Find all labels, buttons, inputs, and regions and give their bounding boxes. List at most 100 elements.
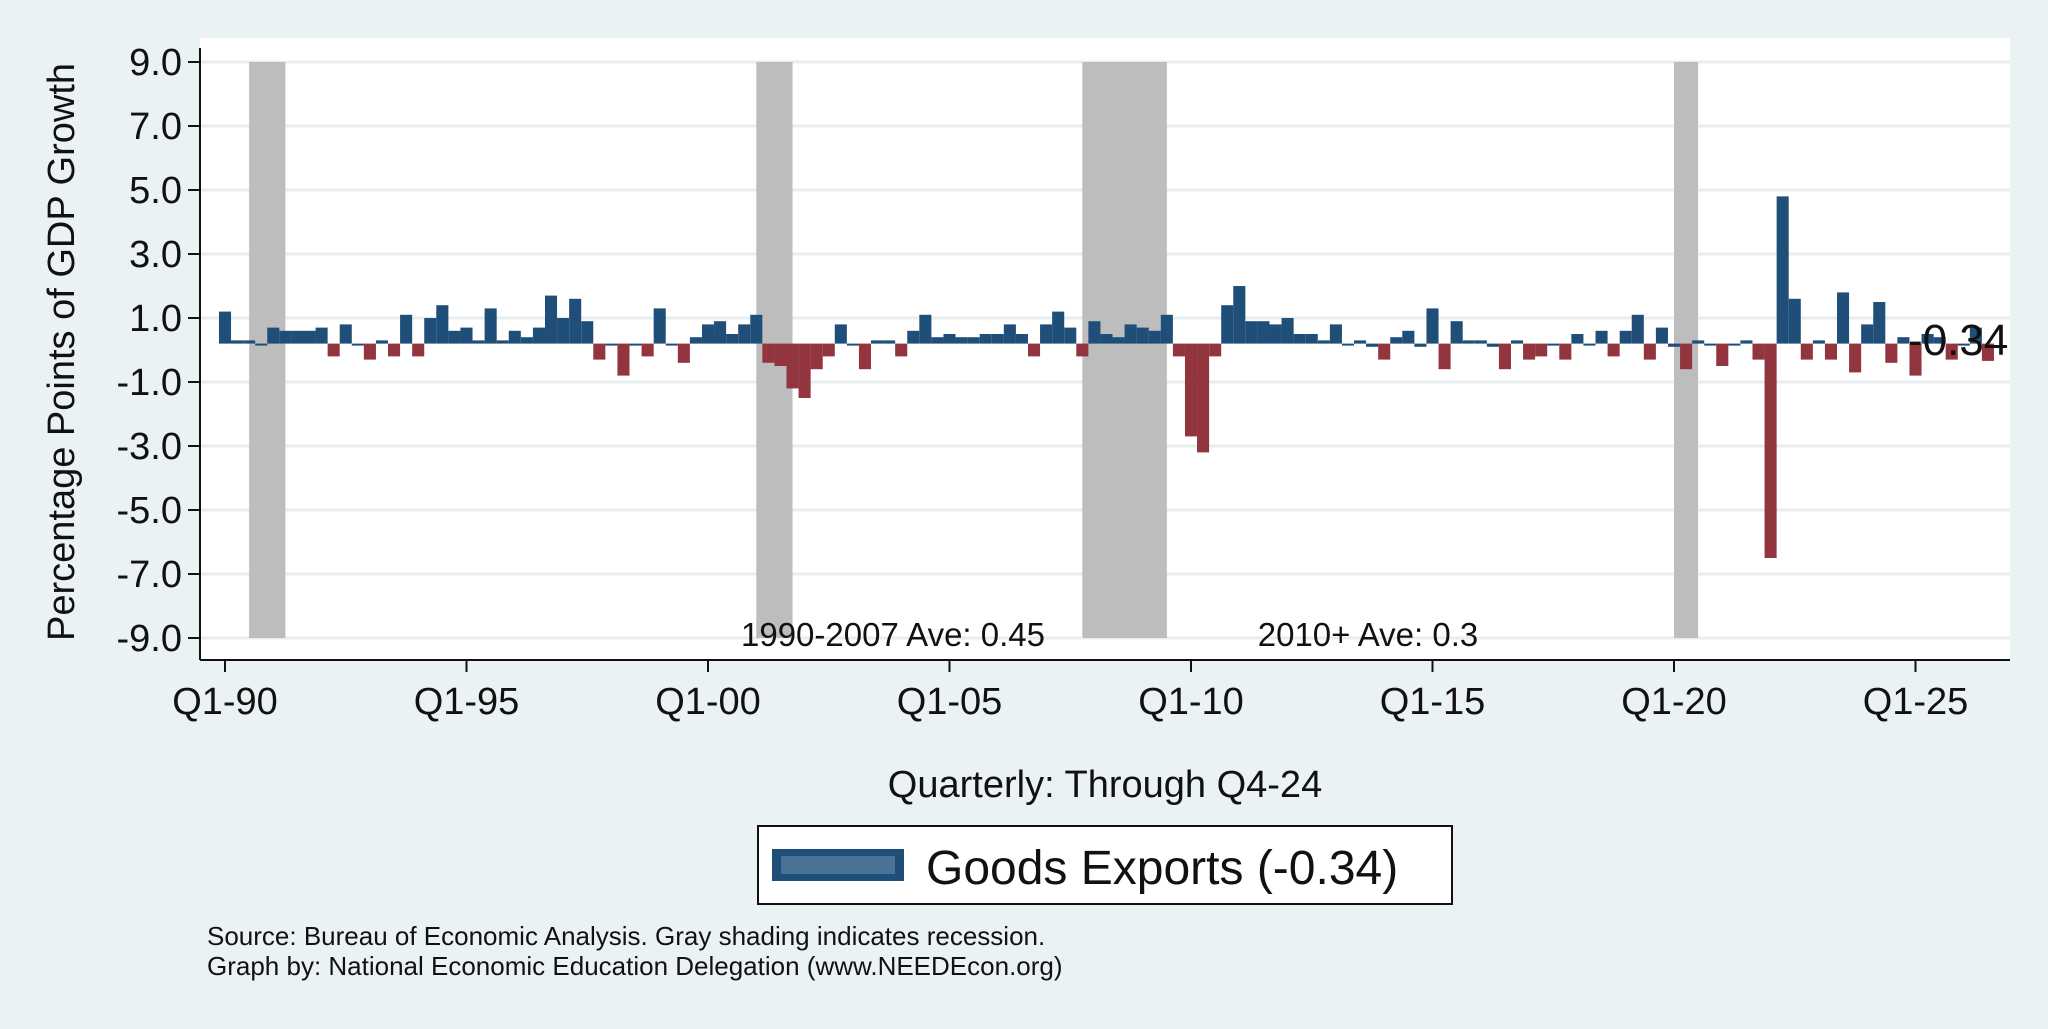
- bar: [1390, 337, 1403, 344]
- bar: [231, 340, 244, 344]
- bar: [1607, 343, 1620, 357]
- bar: [726, 334, 739, 344]
- bar: [1716, 343, 1729, 366]
- bar: [1124, 324, 1137, 344]
- annotation-ave-1990-2007: 1990-2007 Ave: 0.45: [741, 616, 1045, 653]
- bar: [677, 343, 690, 363]
- y-tick-label: 9.0: [129, 42, 182, 84]
- bar: [1571, 334, 1584, 344]
- bar: [1849, 343, 1862, 373]
- y-tick-label: 5.0: [129, 170, 182, 212]
- x-tick-label: Q1-20: [1621, 681, 1727, 723]
- legend-label: Goods Exports (-0.34): [926, 842, 1398, 895]
- y-tick-label: 3.0: [129, 234, 182, 276]
- bar: [1305, 334, 1318, 344]
- bar: [315, 327, 328, 344]
- bar: [218, 311, 232, 344]
- bar: [1402, 330, 1415, 344]
- bar: [883, 340, 896, 344]
- bar: [508, 330, 521, 344]
- recession-band: [1082, 62, 1167, 638]
- bar: [1704, 343, 1717, 346]
- bar: [1873, 302, 1886, 344]
- bar: [665, 343, 678, 346]
- bar: [617, 343, 630, 376]
- bar: [1245, 321, 1258, 344]
- y-tick-label: -7.0: [117, 554, 182, 596]
- bar: [520, 337, 533, 344]
- bar: [1148, 330, 1161, 344]
- bar: [1909, 343, 1922, 376]
- bar: [1172, 343, 1185, 357]
- bar: [1498, 343, 1511, 370]
- bar: [605, 343, 618, 346]
- bar: [834, 324, 847, 344]
- bar: [363, 343, 376, 360]
- bar: [1088, 321, 1101, 344]
- bar: [798, 343, 811, 398]
- bar: [1438, 343, 1451, 370]
- bar: [1076, 343, 1089, 357]
- bar: [750, 314, 763, 344]
- bar: [1752, 343, 1765, 360]
- bar: [1414, 343, 1427, 347]
- y-tick-label: -3.0: [117, 426, 182, 468]
- source-note: Source: Bureau of Economic Analysis. Gra…: [207, 921, 1045, 951]
- x-axis-ticks: Q1-90 Q1-95 Q1-00 Q1-05 Q1-10 Q1-15 Q1-20 Q1-25: [172, 660, 1968, 723]
- bar: [1197, 343, 1210, 453]
- bar: [641, 343, 654, 357]
- bar: [291, 330, 304, 344]
- bar: [569, 298, 582, 344]
- bar: [1885, 343, 1898, 363]
- x-tick-label: Q1-15: [1380, 681, 1486, 723]
- bar: [822, 343, 835, 357]
- bar: [1040, 324, 1053, 344]
- bar: [1052, 311, 1065, 344]
- bar: [786, 343, 799, 389]
- x-tick-label: Q1-05: [897, 681, 1003, 723]
- bar: [738, 324, 751, 344]
- bar: [388, 343, 401, 357]
- bar: [1800, 343, 1813, 360]
- bar: [1969, 327, 1982, 344]
- bar: [412, 343, 425, 357]
- bar: [1100, 334, 1113, 344]
- y-tick-label: -9.0: [117, 618, 182, 660]
- bar: [1027, 343, 1041, 357]
- x-tick-label: Q1-10: [1138, 681, 1244, 723]
- bar: [1015, 334, 1028, 344]
- bar: [689, 337, 702, 344]
- bar: [1269, 324, 1282, 344]
- bar: [557, 318, 570, 344]
- bar: [255, 343, 268, 346]
- bar-series: [218, 196, 1994, 558]
- bar: [496, 340, 509, 344]
- bar: [1667, 343, 1681, 347]
- y-tick-label: -5.0: [117, 490, 182, 532]
- bar: [472, 340, 485, 344]
- bar: [448, 330, 461, 344]
- bar: [1824, 343, 1838, 360]
- bar: [1788, 298, 1801, 344]
- bar: [919, 314, 932, 344]
- bar: [375, 340, 389, 344]
- bar: [810, 343, 823, 370]
- bar: [436, 305, 449, 344]
- bar: [1136, 327, 1149, 344]
- bar: [1341, 343, 1355, 346]
- bar: [1981, 343, 1994, 361]
- bar: [653, 308, 666, 344]
- annotation-ave-2010: 2010+ Ave: 0.3: [1258, 616, 1479, 653]
- bar: [1233, 286, 1246, 344]
- y-tick-label: 1.0: [129, 298, 182, 340]
- bar: [1257, 321, 1270, 344]
- bar: [967, 337, 980, 344]
- x-axis-title: Quarterly: Through Q4-24: [888, 764, 1322, 806]
- bar: [1426, 308, 1439, 344]
- bar: [1523, 343, 1536, 360]
- bar: [484, 308, 497, 344]
- bar: [1692, 340, 1705, 344]
- bar: [774, 343, 787, 366]
- bar: [1462, 340, 1475, 344]
- bar: [1474, 340, 1487, 344]
